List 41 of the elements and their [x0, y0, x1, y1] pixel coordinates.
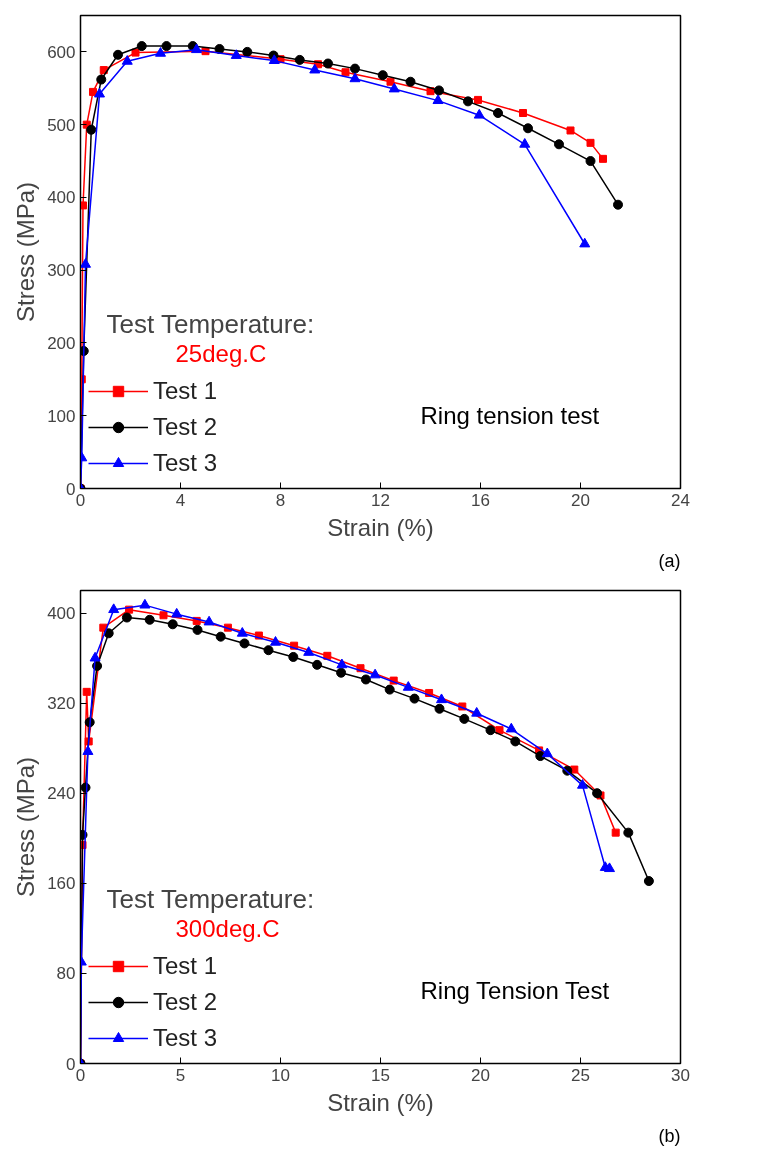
annotation: Ring Tension Test [420, 976, 610, 1004]
legend-label: Test 2 [153, 987, 218, 1017]
y-tick-label: 320 [47, 694, 76, 714]
y-axis-title: Stress (MPa) [12, 756, 40, 898]
y-tick-label: 160 [47, 874, 76, 894]
text: (b) [658, 1125, 681, 1146]
x-tick-label: 25 [571, 1065, 590, 1085]
y-tick-label: 200 [47, 333, 76, 353]
y-tick-label: 100 [47, 406, 76, 426]
x-tick-label: 16 [471, 490, 490, 510]
x-tick-label: 8 [275, 490, 286, 510]
annotation: Ring tension test [420, 401, 600, 429]
text: (a) [658, 550, 681, 571]
x-tick-label: 30 [671, 1065, 690, 1085]
x-tick-label: 4 [175, 490, 186, 510]
x-axis-title: Strain (%) [327, 513, 434, 541]
x-axis-title: Strain (%) [327, 1088, 434, 1116]
y-tick-label: 500 [47, 115, 76, 135]
legend-label: Test 3 [153, 1023, 218, 1053]
y-tick-label: 80 [56, 964, 76, 984]
y-axis-title: Stress (MPa) [12, 181, 40, 323]
legend-label: Test 3 [153, 448, 218, 478]
legend-label: Test 1 [153, 951, 218, 981]
legend-title: Test Temperature: [106, 308, 315, 339]
x-tick-label: 20 [471, 1065, 490, 1085]
x-tick-label: 20 [571, 490, 590, 510]
x-tick-label: 12 [371, 490, 390, 510]
legend-label: Test 1 [153, 376, 218, 406]
y-tick-label: 300 [47, 261, 76, 281]
legend-label: Test 2 [153, 412, 218, 442]
x-tick-label: 24 [671, 490, 690, 510]
y-tick-label: 400 [47, 188, 76, 208]
annotation: 300deg.C [175, 914, 280, 942]
annotation: 25deg.C [175, 339, 267, 367]
x-tick-label: 10 [271, 1065, 290, 1085]
legend-title: Test Temperature: [106, 883, 315, 914]
x-tick-label: 5 [175, 1065, 186, 1085]
x-tick-label: 15 [371, 1065, 390, 1085]
y-tick-label: 240 [47, 784, 76, 804]
y-tick-label: 600 [47, 42, 76, 62]
y-tick-label: 400 [47, 604, 76, 624]
